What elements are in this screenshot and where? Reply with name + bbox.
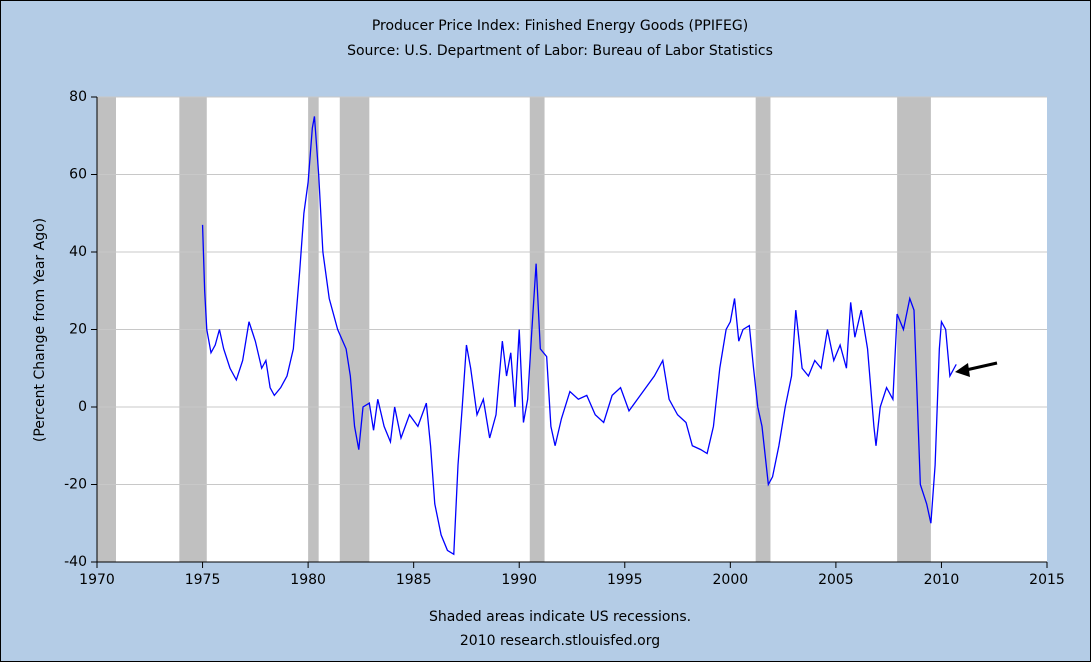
x-tick-label: 1975: [185, 572, 221, 588]
x-tick-label: 2010: [924, 572, 960, 588]
y-tick-label: -40: [64, 554, 87, 570]
y-tick-label: 60: [69, 167, 87, 183]
x-tick-label: 2000: [713, 572, 749, 588]
x-tick-label: 1980: [290, 572, 326, 588]
chart-subtitle: Source: U.S. Department of Labor: Bureau…: [347, 43, 773, 59]
y-tick-label: 40: [69, 244, 87, 260]
footnote: Shaded areas indicate US recessions.: [429, 609, 691, 625]
y-tick-label: 80: [69, 89, 87, 105]
x-tick-label: 1985: [396, 572, 432, 588]
arrow: [955, 361, 998, 377]
y-tick-label: -20: [64, 477, 87, 493]
y-axis-label: (Percent Change from Year Ago): [32, 218, 48, 442]
arrow-shaft: [965, 361, 998, 372]
x-tick-label: 2005: [818, 572, 854, 588]
plot-layer: -40 -20 0 20 40 60 80 1970 1975 1980 1985 1990 1995 2…: [64, 89, 1065, 588]
x-tick-label: 1995: [607, 572, 643, 588]
x-tick-label: 2015: [1029, 572, 1065, 588]
chart-title: Producer Price Index: Finished Energy Go…: [372, 18, 748, 34]
x-tick-label: 1970: [79, 572, 115, 588]
data-line: [201, 116, 957, 556]
y-tick-label: 0: [78, 399, 87, 415]
x-tick-label: 1990: [501, 572, 537, 588]
arrow-head: [955, 363, 970, 377]
y-tick-label: 20: [69, 322, 87, 338]
footnote: 2010 research.stlouisfed.org: [460, 633, 660, 649]
